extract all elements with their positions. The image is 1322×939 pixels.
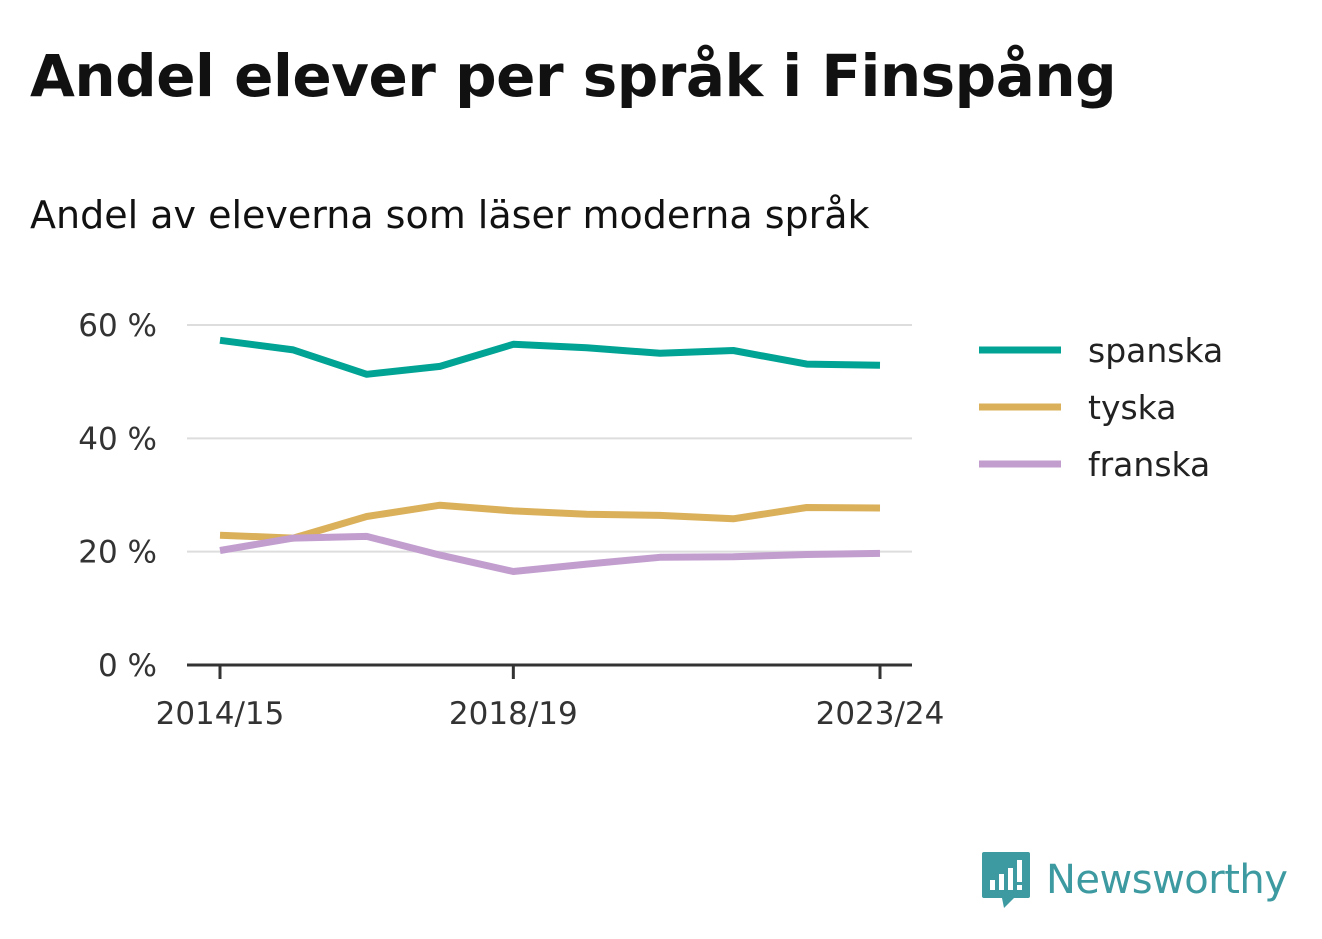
series-line-tyska <box>219 501 881 542</box>
line-chart: 0 % 20 % 40 % 60 % 2014/15 2018/19 2023/24 sp… <box>78 308 1223 732</box>
x-tick-label: 2018/19 <box>449 696 578 732</box>
legend: spanska tyska franska <box>979 331 1223 484</box>
gridlines <box>187 324 912 553</box>
chart-subtitle: Andel av eleverna som läser moderna språ… <box>30 193 870 237</box>
y-axis-labels: 0 % 20 % 40 % 60 % <box>78 308 157 684</box>
series-lines <box>219 336 881 575</box>
y-tick-label: 20 % <box>78 535 157 571</box>
legend-label-spanska: spanska <box>1088 331 1223 370</box>
legend-label-tyska: tyska <box>1088 388 1176 427</box>
legend-label-franska: franska <box>1088 445 1210 484</box>
series-line-franska <box>219 532 881 575</box>
x-tick-label: 2014/15 <box>156 696 285 732</box>
series-line-spanska <box>219 336 881 378</box>
brand-logo: Newsworthy <box>980 850 1288 910</box>
y-tick-label: 40 % <box>78 421 157 457</box>
bar-chart-speech-bubble-icon <box>982 852 1030 908</box>
x-axis: 2014/15 2018/19 2023/24 <box>156 663 945 732</box>
x-tick-label: 2023/24 <box>816 696 945 732</box>
y-tick-label: 0 % <box>98 648 157 684</box>
y-tick-label: 60 % <box>78 308 157 344</box>
brand-name: Newsworthy <box>1046 857 1288 903</box>
chart-title: Andel elever per språk i Finspång <box>30 42 1117 110</box>
